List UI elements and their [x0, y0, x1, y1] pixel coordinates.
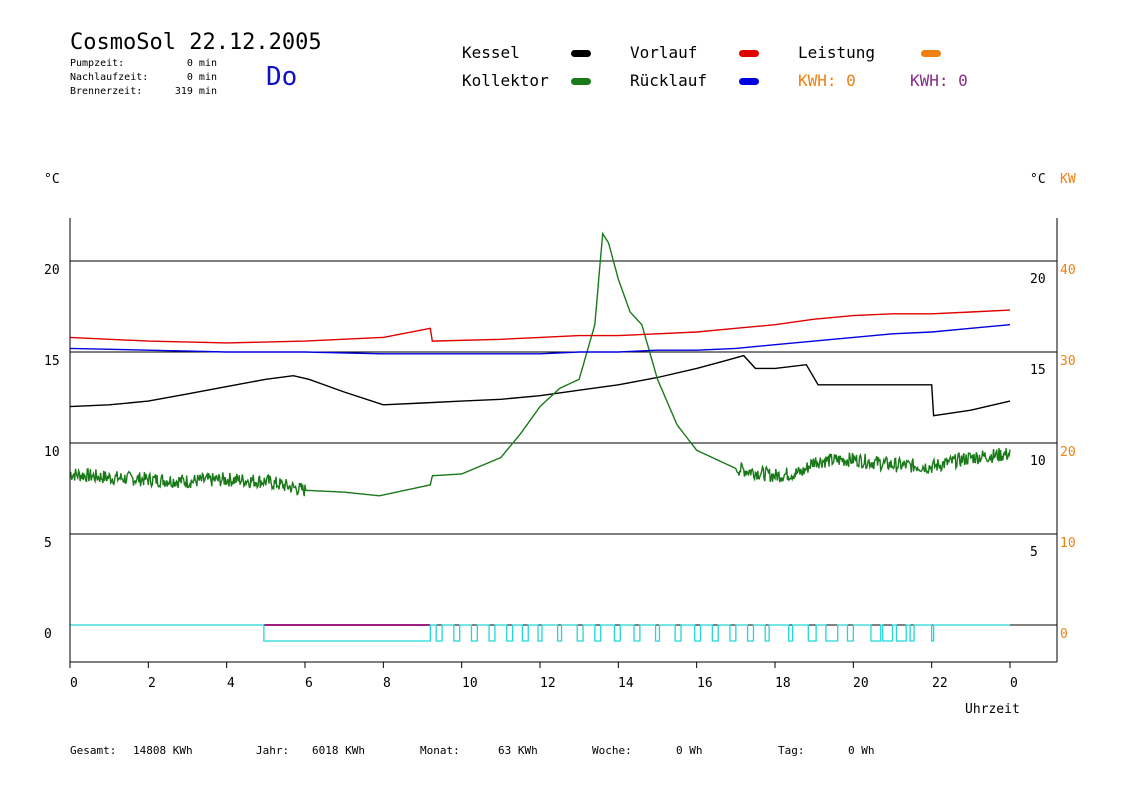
legend-leistung-label: Leistung: [798, 43, 876, 62]
legend-kessel-swatch: [571, 50, 591, 57]
right-axis-unit-kw: KW: [1060, 172, 1076, 187]
legend-kessel-label: Kessel: [462, 43, 520, 62]
legend-kollektor-swatch: [571, 78, 591, 85]
stat-brennerzeit-label: Brennerzeit:: [70, 86, 143, 97]
weekday-label: Do: [266, 62, 298, 92]
stat-pumpzeit-value: 0 min: [186, 58, 217, 69]
legend-vorlauf-swatch: [739, 50, 759, 57]
right-c-tick-label: 5: [1030, 545, 1038, 560]
legend-kwh-purple: KWH: 0: [910, 71, 968, 90]
right-c-tick-label: 10: [1030, 454, 1046, 469]
footer-gesamt-value: 14808 KWh: [133, 744, 193, 757]
right-kw-tick-label: 0: [1060, 627, 1068, 642]
x-tick-label: 20: [853, 676, 869, 691]
legend-ruecklauf-label: Rücklauf: [630, 71, 708, 90]
left-axis-unit: °C: [44, 172, 60, 187]
right-axis-unit-c: °C: [1030, 172, 1046, 187]
stat-pumpzeit-label: Pumpzeit:: [70, 58, 125, 69]
legend-kwh-orange: KWH: 0: [798, 71, 856, 90]
footer-tag-label: Tag:: [778, 744, 805, 757]
legend-kollektor-label: Kollektor: [462, 71, 549, 90]
right-c-tick-label: 15: [1030, 363, 1046, 378]
footer-monat-value: 63 KWh: [498, 744, 538, 757]
series-line-kollektor: [69, 231, 1011, 497]
footer-gesamt-label: Gesamt:: [70, 744, 117, 757]
series-line-kessel: [69, 354, 1011, 417]
status-layer: [70, 624, 1010, 642]
x-tick-label: 0: [70, 676, 78, 691]
legend-leistung-swatch: [921, 50, 941, 57]
x-axis-title: Uhrzeit: [965, 702, 1020, 717]
left-tick-label: 20: [44, 263, 60, 278]
x-tick-label: 18: [775, 676, 791, 691]
footer-jahr-label: Jahr:: [256, 744, 290, 757]
right-c-tick-label: 20: [1030, 272, 1046, 287]
x-tick-label: 6: [305, 676, 313, 691]
footer-woche-label: Woche:: [592, 744, 632, 757]
series-line-rcklauf: [69, 324, 1011, 355]
right-kw-tick-label: 20: [1060, 445, 1076, 460]
stat-nachlaufzeit-value: 0 min: [186, 72, 217, 83]
series-layer: [69, 231, 1011, 497]
chart-title: CosmoSol 22.12.2005: [70, 30, 322, 55]
left-tick-label: 5: [44, 536, 52, 551]
axis-layer: [69, 218, 1058, 668]
footer-woche-value: 0 Wh: [676, 744, 703, 757]
x-tick-label: 16: [697, 676, 713, 691]
x-tick-label: 0: [1010, 676, 1018, 691]
x-tick-label: 2: [148, 676, 156, 691]
x-tick-label: 14: [618, 676, 634, 691]
x-tick-label: 4: [227, 676, 235, 691]
x-tick-label: 8: [383, 676, 391, 691]
pump-status-trace: [70, 624, 1010, 642]
x-tick-label: 10: [462, 676, 478, 691]
footer-jahr-value: 6018 KWh: [312, 744, 365, 757]
right-kw-tick-label: 10: [1060, 536, 1076, 551]
legend-ruecklauf-swatch: [739, 78, 759, 85]
right-kw-tick-label: 30: [1060, 354, 1076, 369]
x-tick-label: 12: [540, 676, 556, 691]
series-line-vorlauf: [69, 309, 1011, 344]
stat-nachlaufzeit-label: Nachlaufzeit:: [70, 72, 149, 83]
left-tick-label: 15: [44, 354, 60, 369]
footer-tag-value: 0 Wh: [848, 744, 875, 757]
right-kw-tick-label: 40: [1060, 263, 1076, 278]
stat-brennerzeit-value: 319 min: [174, 86, 217, 97]
x-tick-label: 22: [932, 676, 948, 691]
footer-monat-label: Monat:: [420, 744, 460, 757]
left-tick-label: 10: [44, 445, 60, 460]
legend-vorlauf-label: Vorlauf: [630, 43, 698, 62]
left-tick-label: 0: [44, 627, 52, 642]
grid-layer: [70, 260, 1057, 626]
